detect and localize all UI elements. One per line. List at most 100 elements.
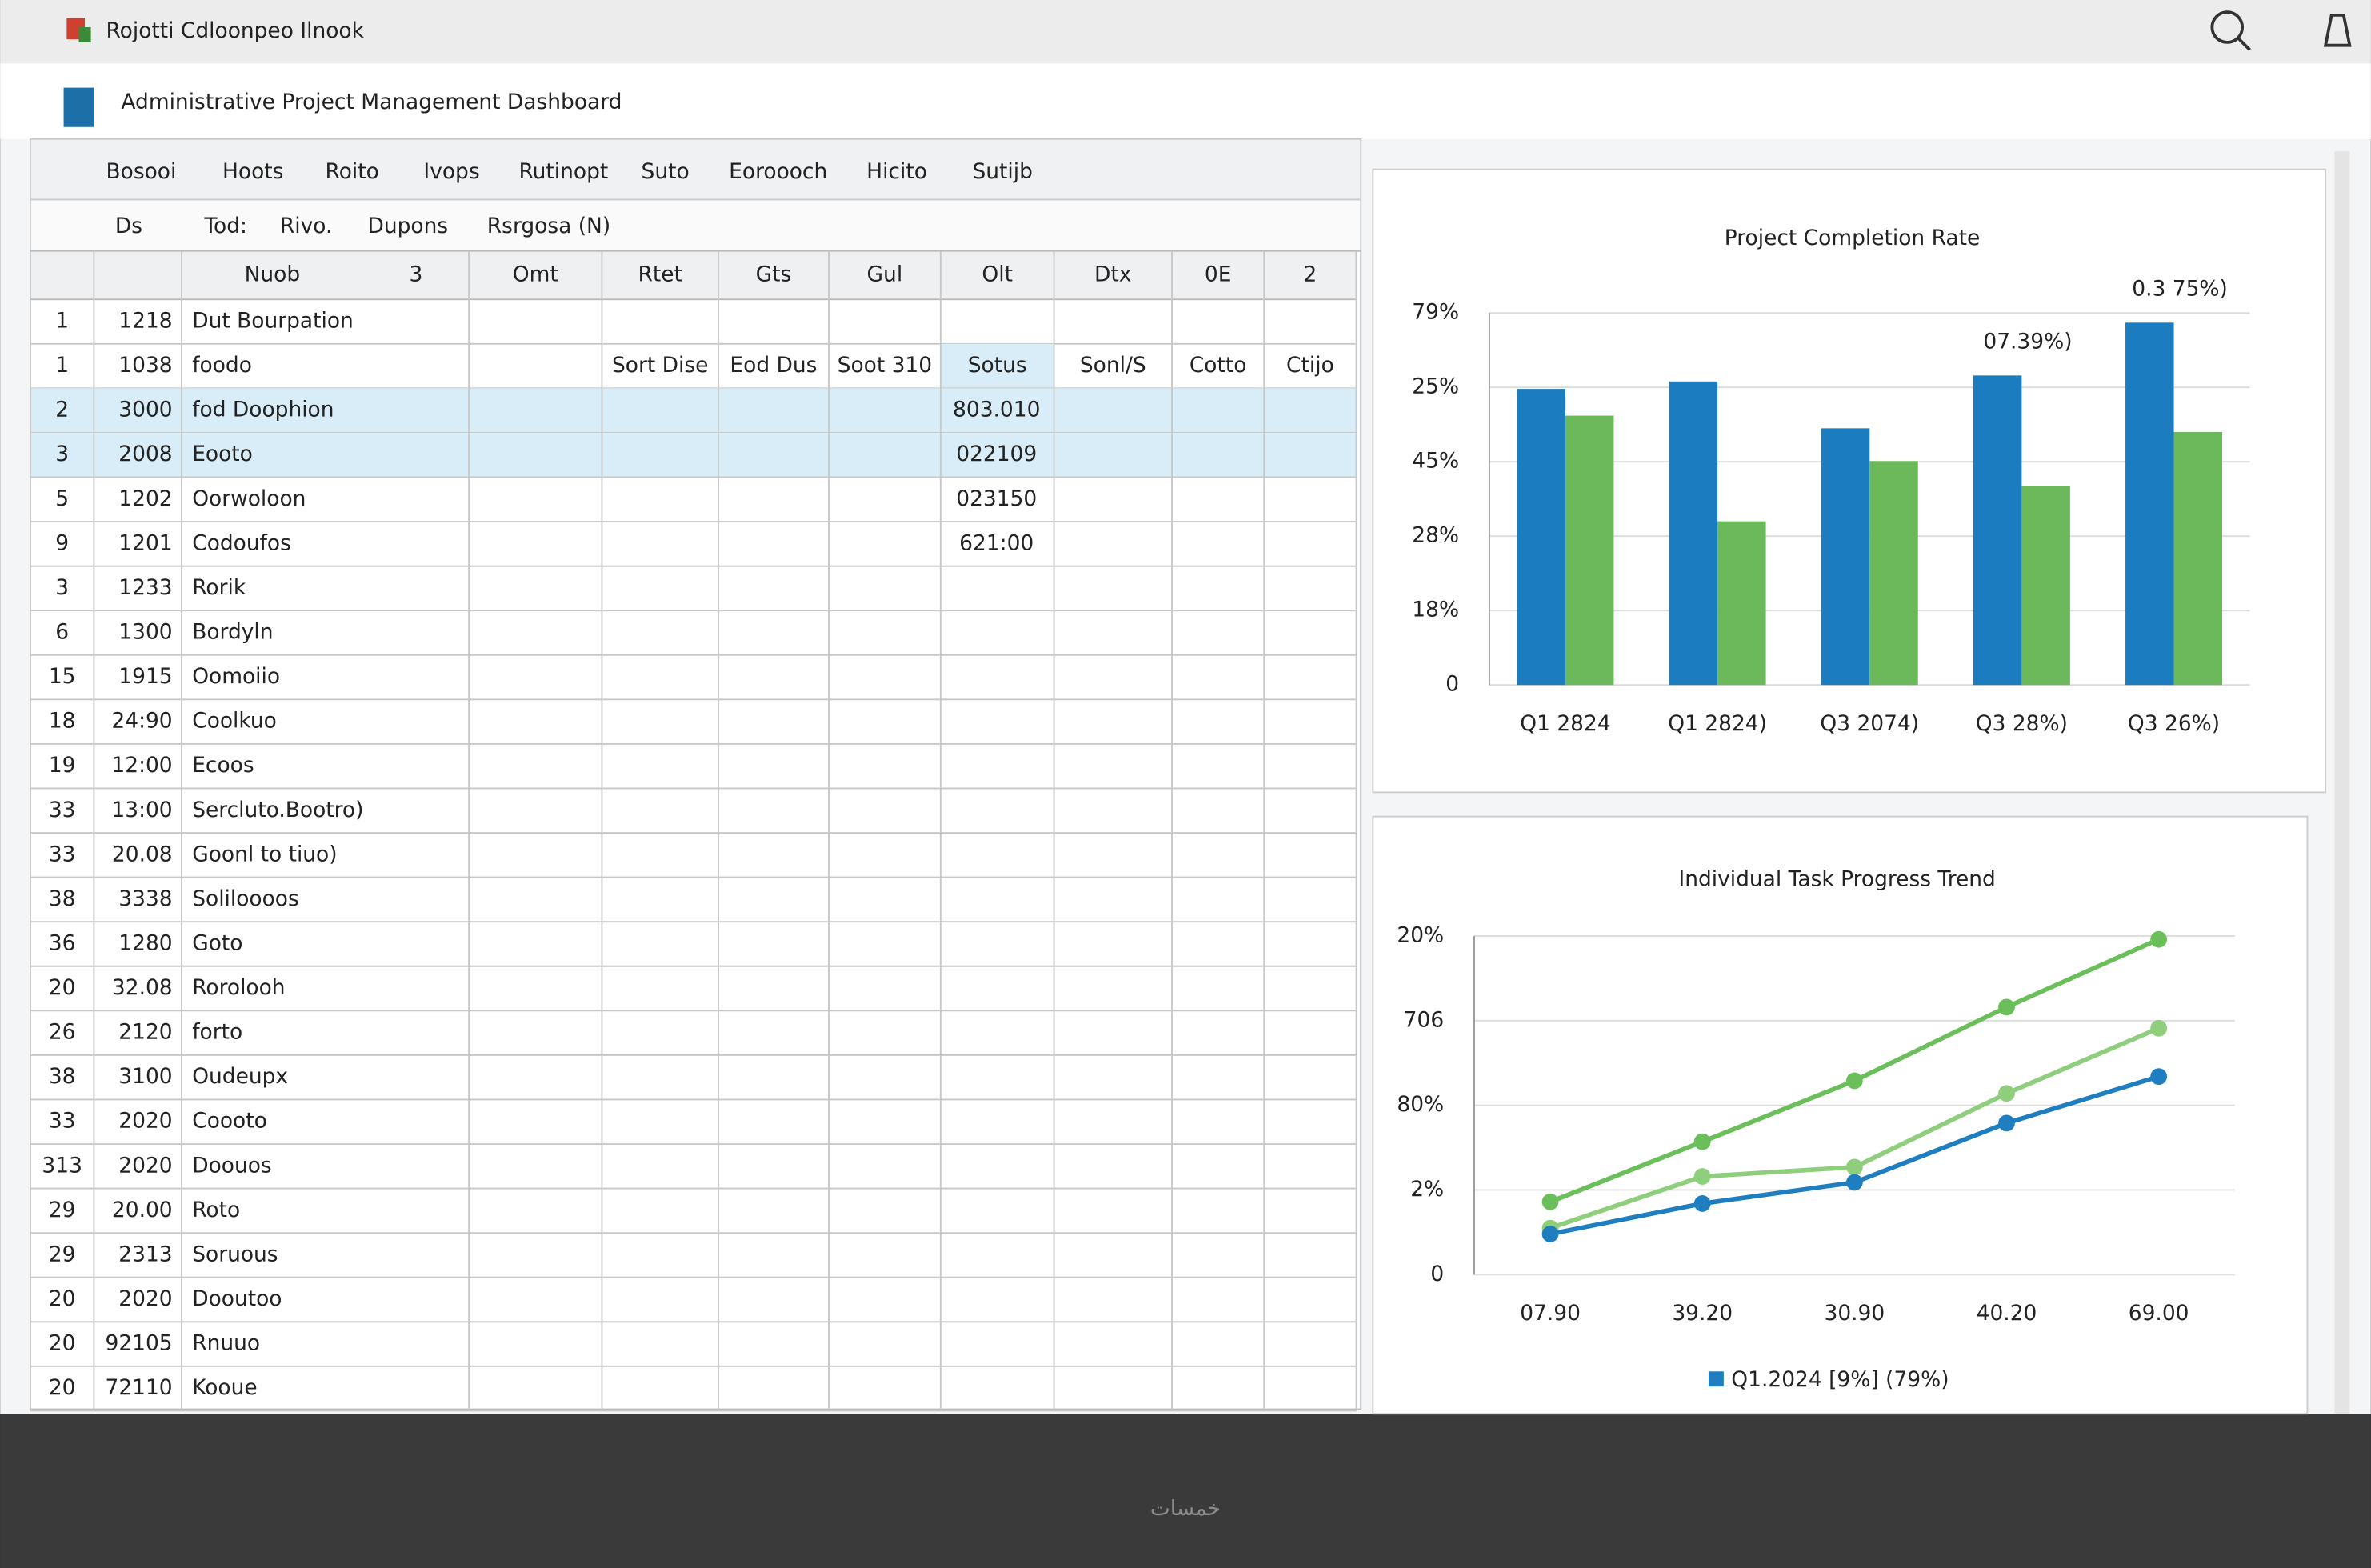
row-index: 313 <box>42 1153 82 1178</box>
menu-item[interactable]: Roito <box>326 159 379 184</box>
cell-id: 2313 <box>118 1242 172 1266</box>
cell-id: 32.08 <box>112 975 173 1000</box>
cell-name[interactable]: forto <box>192 1020 242 1045</box>
row-index: 36 <box>49 930 76 955</box>
data-point <box>1845 1072 1863 1090</box>
search-icon[interactable] <box>2210 10 2245 44</box>
x-tick-label: Q3 2074) <box>1820 711 1919 736</box>
row-index: 20 <box>49 1331 76 1356</box>
scrollbar[interactable] <box>2334 151 2350 1414</box>
cell-id: 12:00 <box>111 753 172 778</box>
menu-item[interactable]: Hoots <box>222 159 283 184</box>
bar <box>1517 389 1565 686</box>
cell-id: 20.00 <box>112 1198 173 1222</box>
column-header[interactable]: Gul <box>867 262 903 286</box>
column-header[interactable]: Gts <box>756 262 792 286</box>
bar <box>2173 432 2223 686</box>
toolbar-item[interactable]: Tod: <box>203 214 247 238</box>
sub-header: Soot 310 <box>838 353 932 378</box>
column-header[interactable]: Omt <box>513 262 558 286</box>
chart-title: Project Completion Rate <box>1725 226 1981 250</box>
cell-name[interactable]: Dooutoo <box>192 1286 282 1311</box>
data-point <box>1998 1085 2015 1102</box>
data-point <box>1845 1158 1863 1176</box>
y-tick-label: 28% <box>1412 523 1459 548</box>
cell-name[interactable]: Doouos <box>192 1153 271 1178</box>
toolbar-item[interactable]: Rsrgosa (N) <box>487 214 610 238</box>
selected-row <box>30 388 1357 433</box>
cell-name[interactable]: Sercluto.Bootro) <box>192 798 363 822</box>
cell-name[interactable]: Oorwoloon <box>192 486 306 511</box>
cell-name[interactable]: foodo <box>192 353 252 378</box>
y-tick-label: 18% <box>1412 598 1459 622</box>
column-header[interactable]: Olt <box>982 262 1013 286</box>
legend-swatch <box>1708 1371 1724 1387</box>
cell-name[interactable]: fod Doophion <box>192 398 334 422</box>
bar <box>1821 428 1870 686</box>
cell-id: 13:00 <box>111 798 172 822</box>
x-tick-label: 30.90 <box>1824 1301 1885 1326</box>
row-index: 20 <box>49 975 76 1000</box>
y-tick-label: 706 <box>1404 1007 1445 1032</box>
row-index: 29 <box>49 1242 76 1266</box>
cell-id: 2020 <box>118 1109 172 1134</box>
menu-item[interactable]: Ivops <box>423 159 479 184</box>
sub-header: Sotus <box>968 353 1027 378</box>
x-tick-label: 07.90 <box>1520 1301 1581 1326</box>
toolbar-item[interactable]: Rivo. <box>280 214 333 238</box>
row-index: 3 <box>55 442 69 466</box>
cell-id: 24:90 <box>111 709 172 734</box>
cell-id: 2120 <box>118 1020 172 1045</box>
cell-name[interactable]: Roto <box>192 1198 240 1222</box>
cell-id: 1218 <box>118 309 172 334</box>
cell-name[interactable]: Eooto <box>192 442 253 466</box>
menu-item[interactable]: Sutijb <box>973 159 1033 184</box>
column-header[interactable]: 2 <box>1304 262 1317 286</box>
y-tick-label: 25% <box>1412 374 1459 399</box>
cell-name[interactable]: Coolkuo <box>192 709 277 734</box>
cell-name[interactable]: Codoufos <box>192 530 291 555</box>
cell-id: 1915 <box>118 664 172 689</box>
menu-item[interactable]: Rutinopt <box>518 159 608 184</box>
toolbar-item[interactable]: Ds <box>115 214 142 238</box>
chart-panel <box>1372 815 2309 1415</box>
column-header[interactable]: Dtx <box>1094 262 1131 286</box>
cell-id: 72110 <box>105 1375 172 1400</box>
cell-name[interactable]: Rorolooh <box>192 975 285 1000</box>
cell-name[interactable]: Ecoos <box>192 753 254 778</box>
cell-name[interactable]: Oudeupx <box>192 1064 288 1089</box>
column-header[interactable]: 3 <box>410 262 423 286</box>
cell-name[interactable]: Coooto <box>192 1109 267 1134</box>
selected-row <box>30 432 1357 478</box>
cell-name[interactable]: Dut Bourpation <box>192 309 354 334</box>
cell-id: 2020 <box>118 1153 172 1178</box>
cell-name[interactable]: Bordyln <box>192 619 273 644</box>
row-index: 26 <box>49 1020 76 1045</box>
cell-name[interactable]: Soruous <box>192 1242 278 1266</box>
menu-item[interactable]: Suto <box>642 159 690 184</box>
app-icon <box>78 27 91 42</box>
notification-icon[interactable] <box>2323 14 2352 47</box>
cell-name[interactable]: Oomoiio <box>192 664 280 689</box>
menu-item[interactable]: Bosooi <box>106 159 176 184</box>
toolbar-item[interactable]: Dupons <box>367 214 448 238</box>
cell-name[interactable]: Rnuuo <box>192 1331 260 1356</box>
column-header[interactable]: Rtet <box>638 262 682 286</box>
column-header[interactable]: Nuob <box>245 262 301 286</box>
row-index: 33 <box>49 798 76 822</box>
row-index: 9 <box>55 530 69 555</box>
menu-item[interactable]: Eoroooch <box>729 159 827 184</box>
cell-name[interactable]: Goto <box>192 930 242 955</box>
cell-name[interactable]: Kooue <box>192 1375 257 1400</box>
data-point <box>1541 1193 1559 1210</box>
cell-id: 2008 <box>118 442 172 466</box>
row-index: 15 <box>49 664 76 689</box>
cell-name[interactable]: Rorik <box>192 575 246 600</box>
column-header[interactable]: 0E <box>1205 262 1232 286</box>
menu-item[interactable]: Hicito <box>866 159 927 184</box>
cell-name[interactable]: Goonl to tiuo) <box>192 842 337 866</box>
row-index: 3 <box>55 575 69 600</box>
sub-header: Eod Dus <box>730 353 817 378</box>
cell-name[interactable]: Soliloooos <box>192 886 299 911</box>
